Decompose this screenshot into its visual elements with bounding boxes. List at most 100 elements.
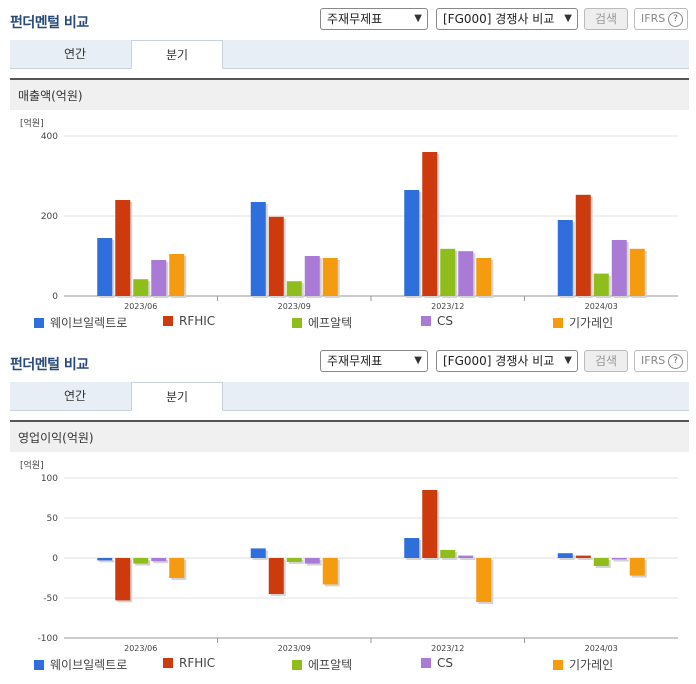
bar: [97, 238, 113, 296]
legend-label: CS: [437, 314, 453, 328]
legend-swatch: [553, 660, 563, 670]
bar: [250, 548, 266, 558]
legend-swatch: [292, 660, 302, 670]
tab-annual[interactable]: 연간: [63, 47, 87, 61]
chart-legend: 웨이브일렉트로 RFHIC 에프알텍 CS 기가레인: [0, 656, 696, 672]
bar: [169, 558, 185, 578]
legend-item[interactable]: 기가레인: [553, 314, 613, 331]
bar: [611, 240, 627, 296]
statement-select[interactable]: 주재무제표 ▼: [320, 8, 428, 30]
legend-label: 에프알텍: [308, 316, 353, 330]
statement-select-value: 주재무제표: [327, 12, 383, 26]
bar-shadow: [577, 557, 593, 560]
period-tabs: 연간 분기: [10, 40, 689, 69]
operating-income-bar-chart: [억원] -100 -50 0 50 100 2023/06 2023/09 2023/12 20…: [20, 459, 678, 652]
y-tick-label: 50: [47, 514, 59, 524]
tab-annual[interactable]: 연간: [63, 389, 87, 403]
bar: [250, 202, 266, 296]
y-tick-label: 100: [41, 474, 58, 484]
chart-header-label: 매출액(억원): [18, 89, 83, 103]
legend-label: RFHIC: [179, 656, 216, 670]
legend-item[interactable]: CS: [421, 656, 453, 670]
legend-item[interactable]: 기가레인: [553, 656, 613, 673]
x-tick-label: 2023/12: [431, 644, 464, 652]
ifrs-help-button[interactable]: IFRS?: [634, 350, 688, 372]
search-button[interactable]: 검색: [584, 350, 628, 372]
statement-select-value: 주재무제표: [327, 354, 383, 368]
chevron-down-icon: ▼: [414, 13, 422, 24]
bar: [169, 254, 185, 296]
legend-swatch: [163, 658, 173, 668]
bar-shadow: [460, 557, 476, 560]
x-tick-label: 2023/06: [124, 644, 157, 652]
y-tick-label: 0: [52, 292, 58, 302]
legend-item[interactable]: 에프알텍: [292, 314, 352, 331]
panel-operating-income: 펀더멘털 비교 주재무제표 ▼ [FG000] 경쟁사 비교 ▼ 검색 IFRS? …: [0, 342, 696, 684]
bar: [151, 260, 167, 296]
y-tick-label: 200: [41, 212, 58, 222]
peer-select[interactable]: [FG000] 경쟁사 비교 ▼: [436, 8, 578, 30]
x-tick-label: 2024/03: [585, 644, 618, 652]
bar: [440, 550, 456, 558]
legend-item[interactable]: RFHIC: [163, 314, 215, 328]
bar: [629, 248, 645, 296]
chart-header: 매출액(억원): [10, 78, 689, 110]
bar-shadow: [99, 560, 115, 563]
x-tick-label: 2024/03: [585, 302, 618, 310]
chevron-down-icon: ▼: [414, 355, 422, 366]
bar: [322, 558, 338, 585]
peer-select[interactable]: [FG000] 경쟁사 비교 ▼: [436, 350, 578, 372]
bar: [629, 558, 645, 576]
bar: [440, 248, 456, 296]
bar: [611, 558, 627, 560]
period-tabs: 연간 분기: [10, 382, 689, 411]
legend-label: 에프알텍: [308, 658, 353, 672]
legend-swatch: [421, 658, 431, 668]
statement-select[interactable]: 주재무제표 ▼: [320, 350, 428, 372]
panel-title: 펀더멘털 비교: [10, 357, 89, 373]
bar: [476, 258, 492, 296]
peer-select-value: [FG000] 경쟁사 비교: [443, 354, 555, 368]
bar: [575, 555, 591, 558]
bar: [133, 279, 149, 296]
legend-label: CS: [437, 656, 453, 670]
peer-select-value: [FG000] 경쟁사 비교: [443, 12, 555, 26]
panel-title: 펀더멘털 비교: [10, 15, 89, 31]
unit-label: [억원]: [20, 117, 44, 129]
unit-label: [억원]: [20, 459, 44, 471]
bar-shadow: [153, 560, 169, 564]
x-tick-label: 2023/06: [124, 302, 157, 310]
legend-swatch: [163, 316, 173, 326]
y-tick-label: 400: [41, 132, 58, 142]
legend-item[interactable]: 웨이브일렉트로: [34, 656, 127, 673]
bar: [115, 558, 131, 601]
x-tick-label: 2023/09: [278, 302, 311, 310]
ifrs-help-button[interactable]: IFRS?: [634, 8, 688, 30]
bar: [593, 558, 609, 566]
ifrs-label: IFRS: [641, 354, 666, 367]
panel-revenue: 펀더멘털 비교 주재무제표 ▼ [FG000] 경쟁사 비교 ▼ 검색 IFRS? …: [0, 8, 696, 330]
bar: [593, 273, 609, 296]
bar: [476, 558, 492, 602]
legend-label: 웨이브일렉트로: [50, 658, 128, 672]
bar: [575, 194, 591, 296]
help-icon: ?: [668, 354, 683, 369]
bar: [557, 220, 573, 296]
legend-item[interactable]: 에프알텍: [292, 656, 352, 673]
legend-item[interactable]: RFHIC: [163, 656, 215, 670]
search-button[interactable]: 검색: [584, 8, 628, 30]
bar: [458, 555, 474, 558]
chart-legend: 웨이브일렉트로 RFHIC 에프알텍 CS 기가레인: [0, 314, 696, 330]
bar: [404, 190, 420, 296]
legend-item[interactable]: 웨이브일렉트로: [34, 314, 127, 331]
legend-item[interactable]: CS: [421, 314, 453, 328]
chart-header: 영업이익(억원): [10, 420, 689, 452]
chevron-down-icon: ▼: [564, 355, 572, 366]
bar: [304, 558, 320, 564]
bar: [422, 490, 438, 558]
chart-header-label: 영업이익(억원): [18, 431, 94, 445]
tab-quarterly[interactable]: 분기: [131, 382, 223, 411]
chevron-down-icon: ▼: [564, 13, 572, 24]
bar-shadow: [613, 560, 629, 562]
tab-quarterly[interactable]: 분기: [131, 40, 223, 69]
